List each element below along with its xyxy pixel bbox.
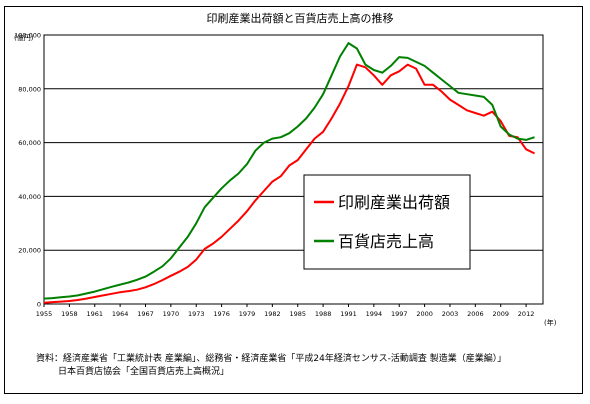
y-tick-label: 20,000 xyxy=(18,247,41,255)
legend-box xyxy=(303,174,471,270)
x-tick-label: 1964 xyxy=(112,310,129,318)
y-tick-label: 40,000 xyxy=(18,193,41,201)
y-tick-label: 0 xyxy=(37,301,41,309)
series-line-2 xyxy=(43,42,535,300)
x-axis-unit-label: (年) xyxy=(544,318,557,327)
x-tick-label: 1958 xyxy=(61,310,78,318)
y-tick-label: 80,000 xyxy=(18,85,41,93)
x-tick-label: 1997 xyxy=(391,310,408,318)
x-tick-label: 2009 xyxy=(492,310,509,318)
chart-frame xyxy=(4,6,583,394)
source-note-line-1: 資料：経済産業省「工業統計表 産業編」、総務省・経済産業省「平成24年経済センサ… xyxy=(36,354,507,364)
x-tick-label: 2000 xyxy=(416,310,433,318)
source-note-line-2: 日本百貨店協会「全国百貨店売上高概況」 xyxy=(58,367,230,377)
plot-area xyxy=(43,34,544,305)
x-tick-label: 1994 xyxy=(366,310,383,318)
y-axis-unit-label: (億円) xyxy=(14,33,34,42)
x-tick-label: 1982 xyxy=(264,310,281,318)
chart-title: 印刷産業出荷額と百貨店売上高の推移 xyxy=(207,11,394,25)
x-tick-label: 2006 xyxy=(467,310,484,318)
x-tick-label: 1961 xyxy=(86,310,103,318)
legend-label: 百貨店売上高 xyxy=(338,232,434,251)
x-tick-label: 1976 xyxy=(213,310,230,318)
series-layer xyxy=(43,42,535,304)
x-tick-label: 1955 xyxy=(36,310,53,318)
x-tick-label: 1973 xyxy=(188,310,205,318)
x-tick-label: 1970 xyxy=(163,310,180,318)
axis-layer: 0 20,000 40,000 60,000 80,000 100,000 1955 1958… xyxy=(14,32,544,318)
x-tick-label: 2003 xyxy=(442,310,459,318)
x-tick-label: 1991 xyxy=(340,310,357,318)
x-tick-label: 1988 xyxy=(315,310,332,318)
y-tick-label: 60,000 xyxy=(18,139,41,147)
x-tick-label: 1967 xyxy=(137,310,154,318)
x-tick-label: 1979 xyxy=(239,310,256,318)
x-tick-label: 2012 xyxy=(518,310,535,318)
y-tick-label: 100,000 xyxy=(14,32,41,40)
series-line-1 xyxy=(43,63,535,304)
legend-label: 印刷産業出荷額 xyxy=(338,193,450,212)
x-tick-label: 1985 xyxy=(289,310,306,318)
